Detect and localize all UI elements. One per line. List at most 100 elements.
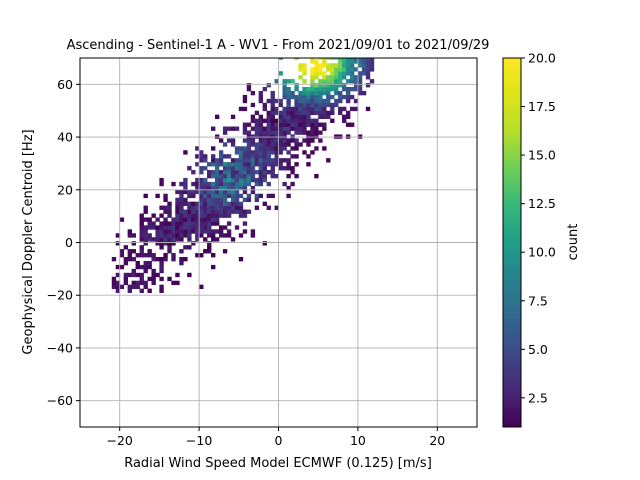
heatmap-cell [314,94,319,100]
heatmap-cell [314,130,319,135]
heatmap-cell [175,221,180,226]
heatmap-cell [127,253,133,258]
heatmap-cell [310,126,315,131]
heatmap-cell [270,94,275,100]
heatmap-cell [234,158,240,163]
heatmap-cell [211,170,216,175]
heatmap-cell [334,75,339,80]
heatmap-cell [214,134,220,139]
heatmap-cell [365,63,371,68]
heatmap-cell [218,209,224,214]
heatmap-cell [207,189,212,195]
heatmap-cell [342,67,347,72]
heatmap-cell [163,241,168,246]
heatmap-cell [274,154,279,159]
heatmap-cell [238,154,244,159]
heatmap-cell [135,284,140,290]
heatmap-cell [214,114,220,120]
heatmap-cell [214,209,220,214]
heatmap-cell [226,154,232,159]
heatmap-cell [199,217,204,222]
heatmap-cell [151,253,156,258]
heatmap-cell [306,130,311,135]
heatmap-cell [242,98,248,104]
heatmap-cell [163,193,168,199]
heatmap-cell [226,162,232,167]
heatmap-cell [266,83,271,88]
heatmap-cell [270,142,275,147]
heatmap-cell [218,225,224,230]
heatmap-cells [111,58,375,293]
heatmap-cell [187,221,192,226]
heatmap-cell [203,201,208,206]
heatmap-cell [246,86,252,92]
heatmap-cell [326,79,331,84]
heatmap-cell [159,257,164,262]
heatmap-cell [214,205,220,210]
heatmap-cell [298,122,303,127]
heatmap-cell [222,197,228,203]
heatmap-cell [143,233,148,238]
heatmap-cell [199,209,204,214]
heatmap-cell [159,229,164,234]
heatmap-cell [342,114,347,120]
heatmap-cell [175,205,180,210]
heatmap-cell [183,245,188,250]
heatmap-cell [147,264,152,270]
heatmap-cell [203,209,208,214]
heatmap-cell [270,158,275,163]
heatmap-cell [207,241,212,246]
heatmap-cell [214,185,220,191]
heatmap-cell [167,249,172,254]
heatmap-cell [199,170,204,175]
heatmap-cell [115,280,121,286]
heatmap-cell [314,122,319,127]
heatmap-cell [254,126,260,131]
heatmap-cell [294,114,299,120]
heatmap-cell [282,79,287,84]
heatmap-cell [258,146,264,151]
heatmap-cell [282,94,287,100]
heatmap-cell [171,280,176,286]
heatmap-cell [222,142,228,147]
heatmap-cell [179,181,184,187]
heatmap-cell [286,130,291,135]
heatmap-cell [266,146,271,151]
heatmap-cell [250,170,256,175]
heatmap-cell [262,86,267,92]
heatmap-cell [175,209,180,214]
y-axis-label: Geophysical Doppler Centroid [Hz] [21,129,36,354]
heatmap-cell [214,166,220,171]
heatmap-cell [306,106,311,112]
heatmap-cell [143,209,148,214]
heatmap-cell [302,118,307,123]
heatmap-cell [171,233,176,238]
heatmap-cell [179,233,184,238]
heatmap-cell [338,90,343,96]
heatmap-cell [171,229,176,234]
heatmap-cell [199,205,204,210]
heatmap-cell [306,162,311,167]
heatmap-cell [306,138,311,143]
heatmap-cell [314,63,319,68]
heatmap-cell [187,237,192,242]
heatmap-cell [338,110,343,116]
heatmap-cell [310,71,315,76]
heatmap-cell [310,94,315,100]
heatmap-cell [349,79,355,84]
heatmap-cell [326,110,331,116]
heatmap-cell [183,177,188,183]
heatmap-cell [326,90,331,96]
heatmap-cell [230,201,236,206]
heatmap-cell [191,181,196,187]
colorbar-label: count [566,224,581,261]
heatmap-cell [115,272,121,278]
heatmap-cell [179,201,184,206]
heatmap-cell [218,173,224,179]
heatmap-cell [159,264,164,270]
heatmap-cell [230,177,236,183]
heatmap-cell [258,166,264,171]
heatmap-cell [290,154,295,159]
heatmap-cell [203,221,208,226]
heatmap-cell [234,193,240,199]
